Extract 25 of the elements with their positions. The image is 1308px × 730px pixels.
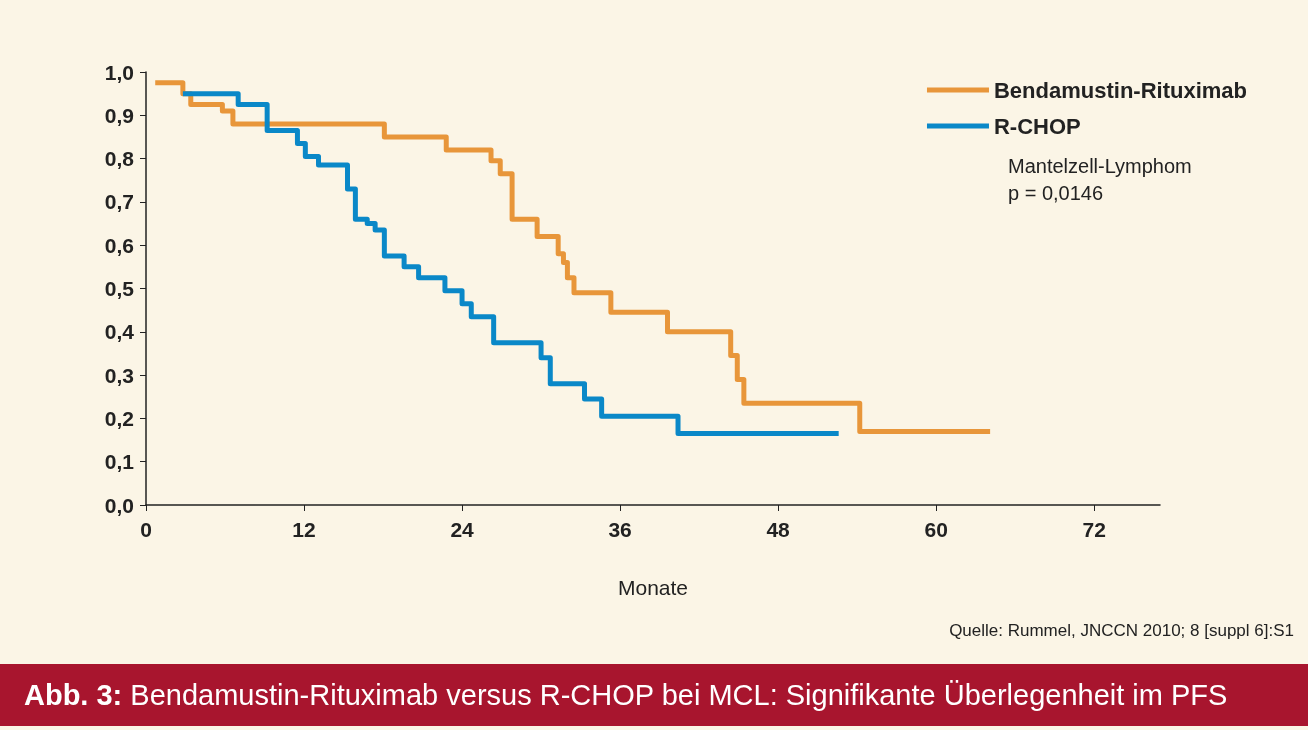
y-tick-label: 0,1 — [104, 450, 135, 474]
y-tick-label: 0,0 — [104, 493, 134, 517]
y-tick-label: 0,2 — [104, 406, 134, 430]
x-tick-label: 12 — [292, 518, 316, 541]
x-tick-label: 0 — [140, 518, 152, 541]
annotation: Mantelzell-Lymphom — [1008, 155, 1192, 177]
x-tick-label: 72 — [1082, 518, 1106, 541]
x-tick-label: 48 — [766, 518, 791, 541]
legend-label: R-CHOP — [993, 113, 1081, 139]
y-tick-label: 0,7 — [104, 190, 134, 214]
annotation: p = 0,0146 — [1008, 182, 1104, 204]
y-tick-label: 0,3 — [104, 363, 134, 387]
y-tick-label: 0,4 — [104, 320, 135, 344]
x-axis-title: Monate — [617, 576, 689, 599]
legend-label: Bendamustin-Rituximab — [993, 77, 1248, 103]
y-tick-label: 0,9 — [104, 103, 134, 127]
y-tick-label: 1,0 — [104, 60, 134, 84]
source-note: Quelle: Rummel, JNCCN 2010; 8 [suppl 6]:S1 — [949, 621, 1294, 640]
x-tick-label: 36 — [608, 518, 632, 541]
y-tick-label: 0,6 — [104, 233, 134, 257]
x-tick-label: 60 — [924, 518, 948, 541]
y-tick-label: 0,8 — [104, 147, 135, 171]
x-tick-label: 24 — [450, 518, 475, 541]
y-tick-label: 0,5 — [104, 277, 135, 300]
text: Abb. 3: Bendamustin-Rituximab versus R-CHOP bei MCL: Signifikante Überlegenheit im PFS — [24, 679, 1228, 711]
